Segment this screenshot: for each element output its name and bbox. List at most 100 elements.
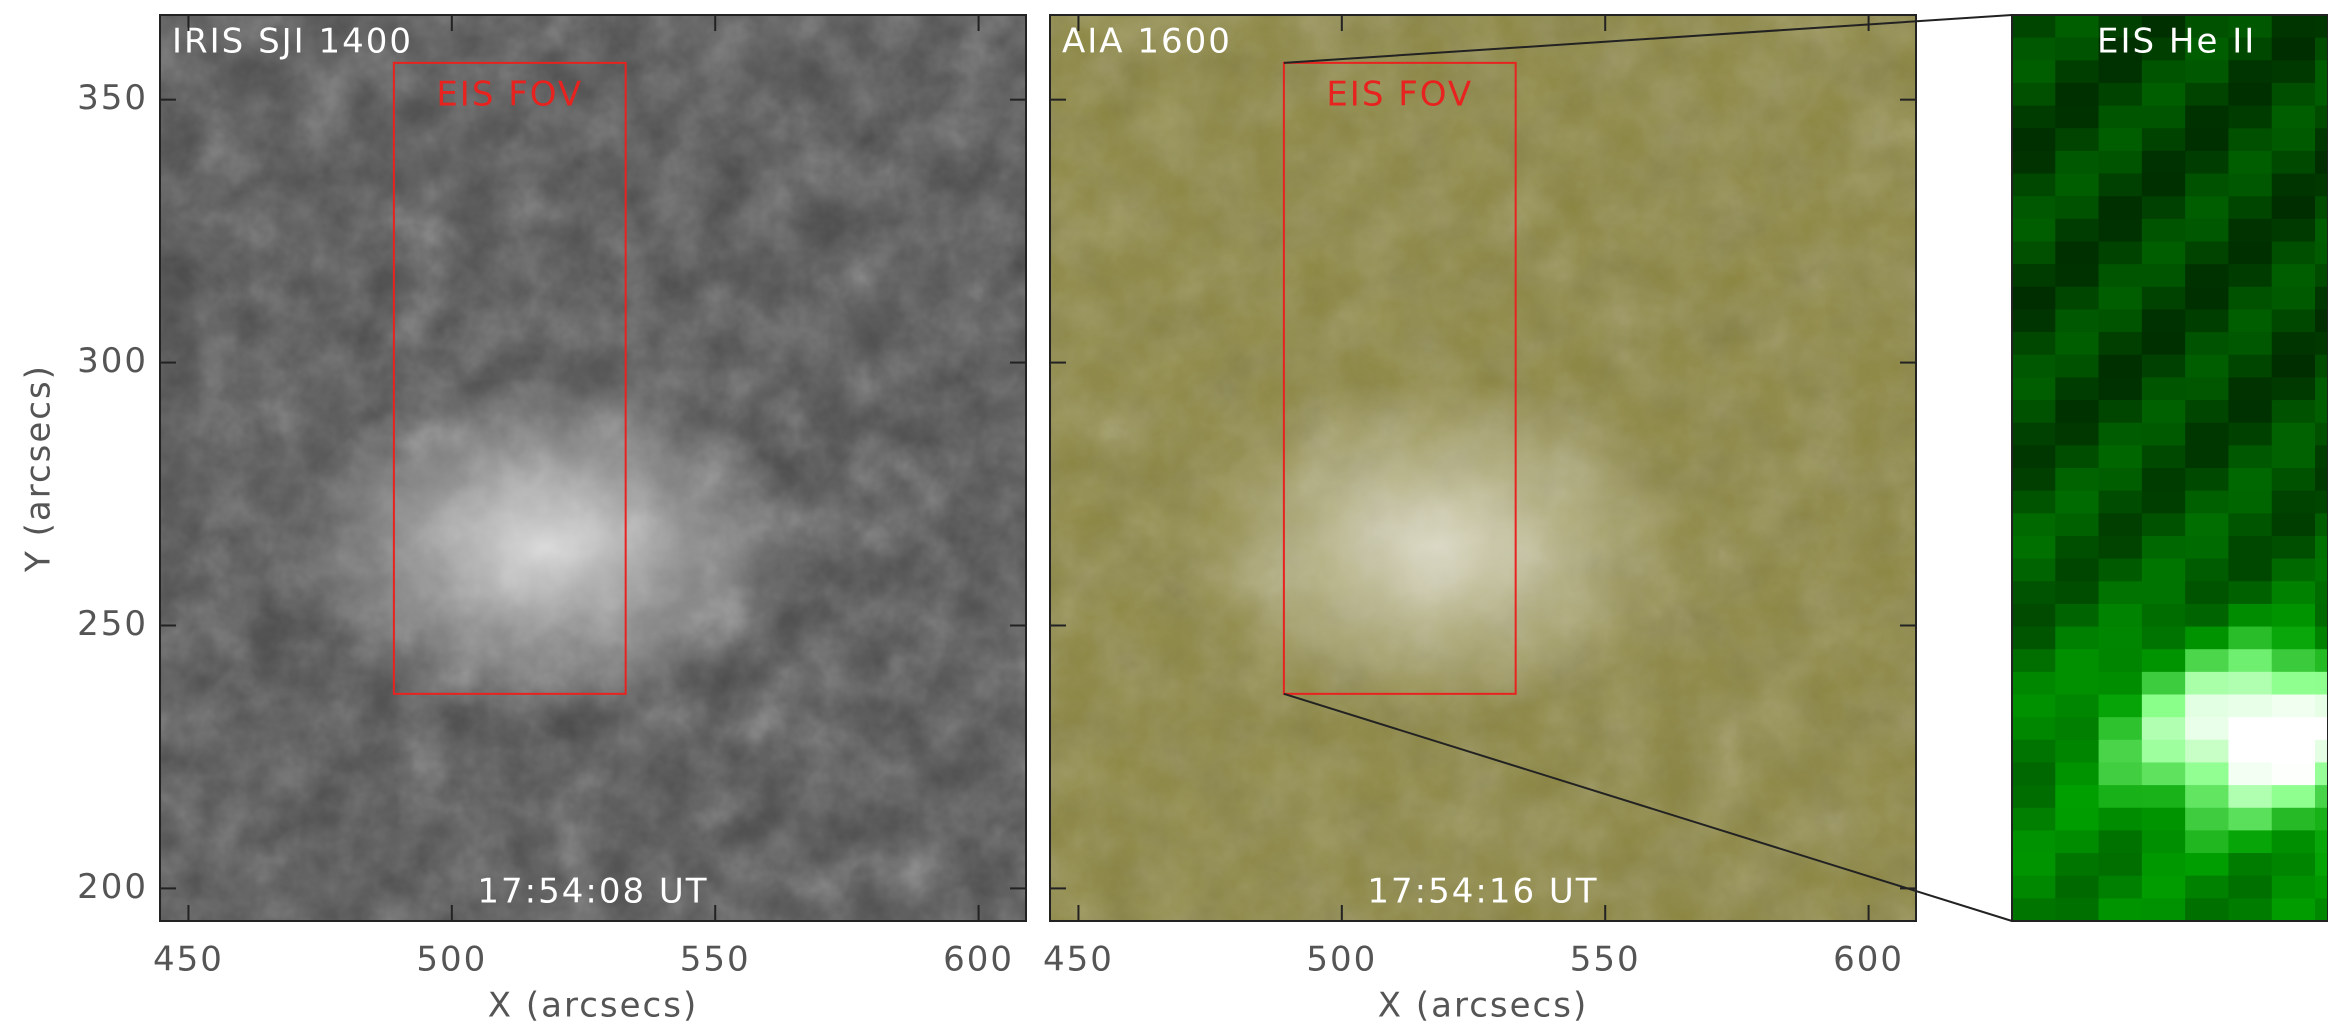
image-pixel xyxy=(2271,241,2317,266)
image-pixel xyxy=(2141,37,2187,62)
image-pixel xyxy=(2141,513,2187,537)
image-pixel xyxy=(2228,581,2273,605)
image-pixel xyxy=(2098,264,2143,288)
image-pixel xyxy=(2055,830,2100,855)
image-pixel xyxy=(2185,309,2230,334)
image-pixel xyxy=(2012,603,2057,628)
image-pixel xyxy=(2055,332,2100,356)
image-pixel xyxy=(2098,173,2143,198)
image-pixel xyxy=(2055,875,2100,900)
image-pixel xyxy=(2271,105,2317,130)
image-pixel xyxy=(2271,762,2317,787)
image-pixel xyxy=(2012,853,2057,877)
y-tick-label: 250 xyxy=(77,604,148,644)
image-pixel xyxy=(2228,762,2273,787)
x-axis-label: X (arcsecs) xyxy=(1378,986,1588,1026)
image-pixel xyxy=(2315,762,2328,787)
image-pixel xyxy=(2012,898,2057,922)
image-pixel xyxy=(2012,875,2057,900)
image-pixel xyxy=(2271,468,2317,492)
image-pixel xyxy=(2185,354,2230,379)
x-tick-label: 550 xyxy=(680,940,751,980)
image-pixel xyxy=(2098,241,2143,266)
image-pixel xyxy=(2271,377,2317,402)
image-pixel xyxy=(2012,82,2057,107)
image-pixel xyxy=(2141,196,2187,220)
image-pixel xyxy=(2098,853,2143,877)
image-pixel xyxy=(2055,535,2100,560)
image-pixel xyxy=(2185,626,2230,651)
image-glow xyxy=(286,376,807,717)
image-pixel xyxy=(2271,671,2317,696)
image-pixel xyxy=(2185,286,2230,311)
image-pixel xyxy=(2012,173,2057,198)
image-pixel xyxy=(2271,626,2317,651)
image-pixel xyxy=(2055,150,2100,175)
image-pixel xyxy=(2271,173,2317,198)
image-pixel xyxy=(2185,105,2230,130)
x-tick-label: 550 xyxy=(1570,940,1641,980)
image-pixel xyxy=(2141,309,2187,334)
image-pixel xyxy=(2271,649,2317,673)
image-pixel xyxy=(2315,128,2328,152)
image-pixel xyxy=(2012,739,2057,764)
image-pixel xyxy=(2185,264,2230,288)
image-pixel xyxy=(2315,739,2328,764)
image-pixel xyxy=(2271,807,2317,832)
image-pixel xyxy=(2055,218,2100,243)
image-pixel xyxy=(2185,558,2230,583)
image-pixel xyxy=(2141,218,2187,243)
image-pixel xyxy=(2271,82,2317,107)
x-tick-label: 450 xyxy=(153,940,224,980)
image-pixel xyxy=(2185,535,2230,560)
panel-frame xyxy=(1049,14,1917,922)
image-pixel xyxy=(2055,671,2100,696)
panel-frame xyxy=(2011,14,2328,922)
x-tick-label: 500 xyxy=(416,940,487,980)
image-pixel xyxy=(2141,60,2187,84)
image-pixel xyxy=(2228,739,2273,764)
image-pixel xyxy=(2271,196,2317,220)
image-pixel xyxy=(2315,830,2328,855)
image-pixel xyxy=(2315,853,2328,877)
image-pixel xyxy=(2098,898,2143,922)
image-pixel xyxy=(2271,264,2317,288)
image-pixel xyxy=(2228,377,2273,402)
image-pixel xyxy=(2315,150,2328,175)
fov-box xyxy=(392,61,627,695)
image-pixel xyxy=(2098,15,2143,39)
image-pixel xyxy=(2185,853,2230,877)
image-pixel xyxy=(2098,694,2143,719)
image-pixel xyxy=(2271,286,2317,311)
image-pixel xyxy=(2098,717,2143,741)
image-pixel xyxy=(2098,535,2143,560)
image-pixel xyxy=(2055,853,2100,877)
image-pixel xyxy=(2185,196,2230,220)
image-pixel xyxy=(2185,717,2230,741)
image-pixel xyxy=(2185,377,2230,402)
image-pixel xyxy=(2228,128,2273,152)
image-pixel xyxy=(2098,603,2143,628)
image-pixel xyxy=(2055,286,2100,311)
x-tick-label: 600 xyxy=(943,940,1014,980)
image-pixel xyxy=(2055,377,2100,402)
y-tick-label: 350 xyxy=(77,78,148,118)
image-pixel xyxy=(2271,739,2317,764)
image-pixel xyxy=(2315,490,2328,515)
fov-label: EIS FOV xyxy=(436,74,583,114)
image-pixel xyxy=(2012,558,2057,583)
image-pixel xyxy=(2141,286,2187,311)
image-pixel xyxy=(2012,105,2057,130)
image-pixel xyxy=(2185,649,2230,673)
fov-label: EIS FOV xyxy=(1326,74,1473,114)
panel-frame xyxy=(159,14,1027,922)
image-pixel xyxy=(2228,875,2273,900)
image-pixel xyxy=(2098,739,2143,764)
image-pixel xyxy=(2012,60,2057,84)
image-pixel xyxy=(2271,830,2317,855)
image-pixel xyxy=(2012,807,2057,832)
image-pixel xyxy=(2055,762,2100,787)
image-pixel xyxy=(2012,694,2057,719)
image-pixel xyxy=(2315,37,2328,62)
image-pixel xyxy=(2141,422,2187,447)
